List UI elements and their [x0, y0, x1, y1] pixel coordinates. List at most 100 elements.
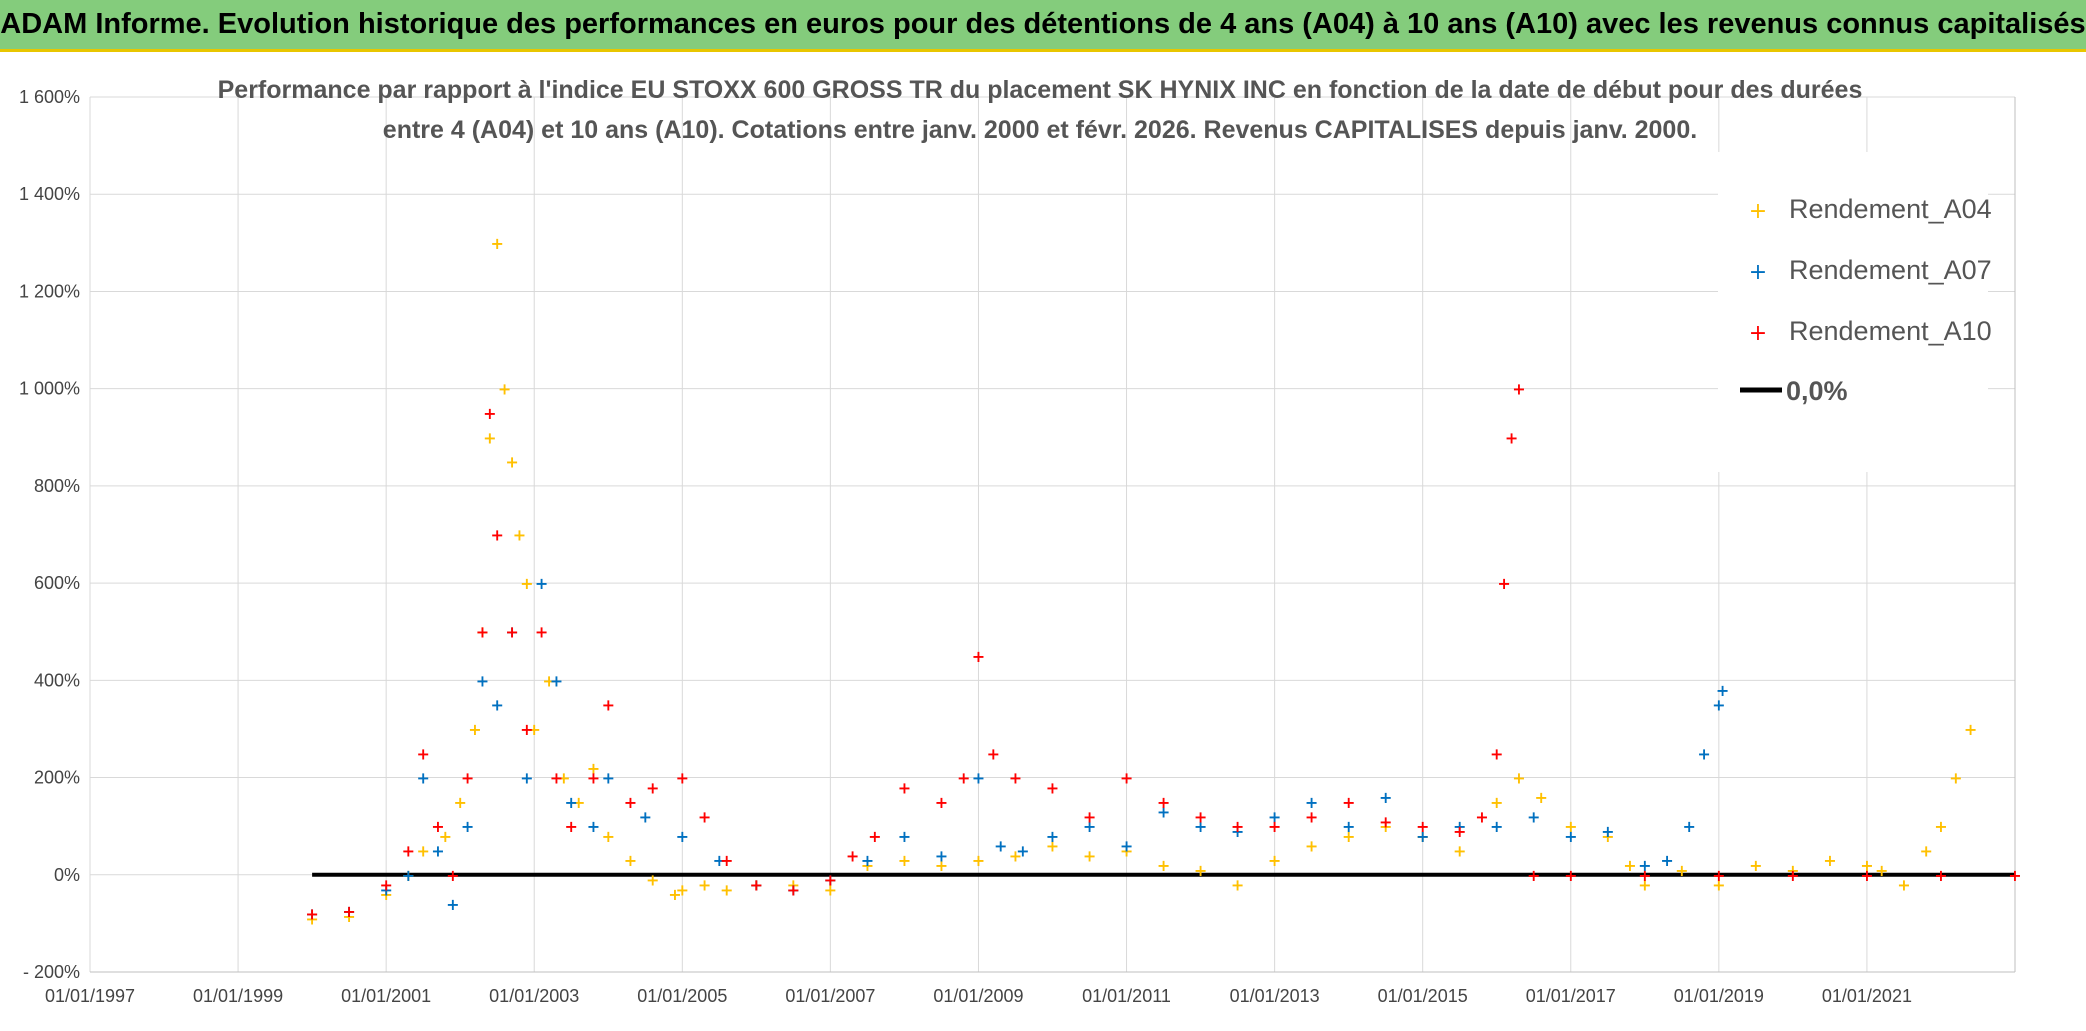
- data-points: + + + + + + + + + + + + + + + + + + + + + + + + + + + + + + + + + + + + + + + +…: [305, 234, 2021, 929]
- data-point: +: [1949, 769, 1962, 788]
- data-point: +: [1157, 803, 1170, 822]
- data-point: +: [513, 526, 526, 545]
- data-point: +: [1716, 681, 1729, 700]
- data-point: +: [379, 876, 392, 895]
- data-point: +: [1638, 876, 1651, 895]
- data-point: +: [1305, 793, 1318, 812]
- data-point: +: [1860, 866, 1873, 885]
- data-point: +: [402, 841, 415, 860]
- data-point: +: [1194, 817, 1207, 836]
- data-point: +: [439, 827, 452, 846]
- data-point: +: [676, 880, 689, 899]
- data-point: +: [461, 769, 474, 788]
- data-point: +: [868, 827, 881, 846]
- legend-label-zero: 0,0%: [1786, 376, 1848, 406]
- y-tick-label: - 200%: [23, 962, 80, 982]
- data-point: +: [1342, 827, 1355, 846]
- legend-marker-a10: +: [1749, 321, 1767, 346]
- data-point: +: [698, 807, 711, 826]
- data-point: +: [1512, 769, 1525, 788]
- data-point: +: [720, 851, 733, 870]
- series-Rendement_A07: + ++++++++++++++++++++ +++++++ ++++++ ++++++…: [305, 574, 1729, 924]
- data-point: +: [305, 905, 318, 924]
- x-tick-label: 01/01/2019: [1674, 986, 1764, 1006]
- legend-label-a07: Rendement_A07: [1789, 255, 1992, 285]
- data-point: +: [787, 876, 800, 895]
- data-point: +: [1342, 817, 1355, 836]
- grid-lines: [89, 96, 2016, 973]
- data-point: +: [861, 856, 874, 875]
- legend-label-a04: Rendement_A04: [1789, 194, 1992, 224]
- data-point: +: [972, 647, 985, 666]
- data-point: +: [565, 817, 578, 836]
- data-point: +: [994, 837, 1007, 856]
- data-point: +: [1490, 793, 1503, 812]
- data-point: +: [1231, 822, 1244, 841]
- legend-label-a10: Rendement_A10: [1789, 316, 1992, 346]
- x-tick-label: 01/01/2009: [933, 986, 1023, 1006]
- data-point: +: [1638, 866, 1651, 885]
- data-point: +: [972, 769, 985, 788]
- data-point: +: [898, 778, 911, 797]
- data-point: +: [1342, 793, 1355, 812]
- data-point: +: [846, 846, 859, 865]
- data-point: +: [1416, 827, 1429, 846]
- series-Rendement_A04: + + + + + + + + + + + + + + + + + + + + + + + + + + + + + + + + + + + + + + + +…: [305, 234, 1977, 929]
- data-point: +: [1416, 827, 1429, 846]
- data-point: +: [676, 827, 689, 846]
- data-point: +: [1016, 841, 1029, 860]
- data-point: +: [453, 793, 466, 812]
- data-point: +: [402, 866, 415, 885]
- data-point: +: [1660, 851, 1673, 870]
- data-point: +: [379, 885, 392, 904]
- data-point: +: [787, 880, 800, 899]
- data-point: +: [1268, 851, 1281, 870]
- data-point: +: [1749, 856, 1762, 875]
- data-point: +: [750, 876, 763, 895]
- data-point: +: [491, 526, 504, 545]
- data-point: +: [505, 623, 518, 642]
- x-tick-label: 01/01/2015: [1378, 986, 1468, 1006]
- data-point: +: [824, 871, 837, 890]
- data-point: +: [935, 846, 948, 865]
- data-point: +: [1379, 812, 1392, 831]
- data-point: +: [431, 817, 444, 836]
- y-tick-label: 0%: [54, 865, 80, 885]
- x-tick-label: 01/01/2005: [637, 986, 727, 1006]
- y-axis: - 200% 0% 200% 400% 600% 800% 1 000% 1 200% 1 40…: [19, 87, 80, 982]
- data-point: +: [342, 902, 355, 921]
- data-point: +: [1897, 876, 1910, 895]
- y-tick-label: 1 200%: [19, 281, 80, 301]
- data-point: +: [602, 827, 615, 846]
- data-point: +: [483, 428, 496, 447]
- data-point: +: [505, 453, 518, 472]
- data-point: +: [1860, 856, 1873, 875]
- data-point: +: [1475, 807, 1488, 826]
- data-point: +: [535, 574, 548, 593]
- data-point: +: [1527, 866, 1540, 885]
- data-point: +: [1512, 380, 1525, 399]
- data-point: +: [1601, 827, 1614, 846]
- data-point: +: [1534, 788, 1547, 807]
- data-point: +: [1305, 807, 1318, 826]
- chart-title-line-1: Performance par rapport à l'indice EU ST…: [218, 76, 1863, 104]
- data-point: +: [1268, 807, 1281, 826]
- data-point: +: [587, 817, 600, 836]
- x-tick-label: 01/01/2011: [1082, 986, 1171, 1006]
- data-point: +: [565, 793, 578, 812]
- data-point: +: [1823, 851, 1836, 870]
- data-point: +: [824, 880, 837, 899]
- data-point: +: [1683, 817, 1696, 836]
- x-tick-label: 01/01/2017: [1526, 986, 1616, 1006]
- data-point: +: [750, 876, 763, 895]
- data-point: +: [491, 234, 504, 253]
- data-point: +: [898, 827, 911, 846]
- data-point: +: [342, 902, 355, 921]
- data-point: +: [572, 793, 585, 812]
- data-point: +: [520, 769, 533, 788]
- data-point: +: [1786, 861, 1799, 880]
- data-point: +: [1046, 837, 1059, 856]
- y-tick-label: 1 600%: [19, 87, 80, 107]
- data-point: +: [1194, 807, 1207, 826]
- data-point: +: [1623, 856, 1636, 875]
